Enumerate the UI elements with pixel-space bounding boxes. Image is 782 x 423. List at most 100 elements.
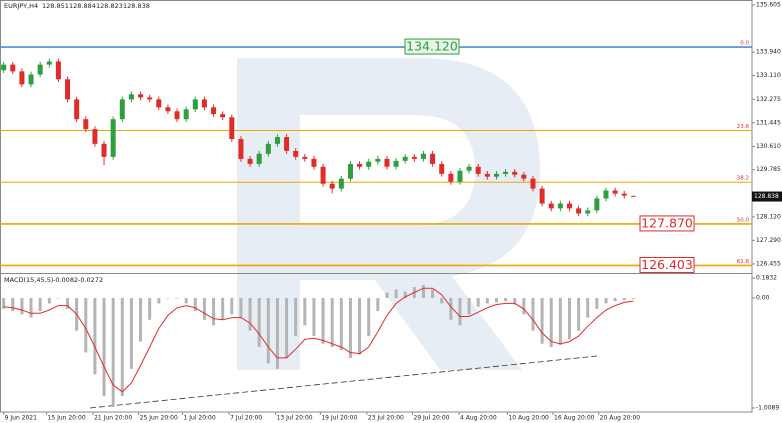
macd-bar <box>494 297 498 303</box>
candle-body <box>594 198 600 211</box>
macd-bar <box>120 297 124 397</box>
candle-body <box>566 203 572 209</box>
macd-bar <box>339 297 343 351</box>
macd-bar <box>604 297 608 304</box>
level-box <box>404 38 460 55</box>
macd-bar <box>139 297 143 342</box>
y-tick-label: 0.1832 <box>756 275 777 282</box>
y-tick-label: 127.290 <box>756 237 781 244</box>
macd-bar <box>166 297 170 299</box>
level-box <box>639 215 695 232</box>
macd-bar <box>376 297 380 312</box>
macd-bar <box>102 297 106 397</box>
y-tick-label: 130.610 <box>756 143 781 150</box>
header-low: 128.823 <box>96 2 123 10</box>
candle-body <box>302 156 308 159</box>
candle-body <box>37 64 43 75</box>
trend-line <box>89 355 598 409</box>
candle-body <box>174 111 180 120</box>
candle-body <box>28 74 34 85</box>
current-price: 128.838 <box>754 193 779 200</box>
macd-bar <box>230 297 234 315</box>
macd-bar <box>202 297 206 320</box>
candle-body <box>448 173 454 182</box>
macd-bar <box>595 297 599 309</box>
candle-body <box>46 61 52 65</box>
candle-body <box>92 129 98 144</box>
signal-line <box>3 287 634 393</box>
candle-body <box>493 173 499 177</box>
candle-body <box>119 99 125 120</box>
candle-body <box>10 64 16 72</box>
macd-bar <box>567 297 571 340</box>
macd-bar <box>394 289 398 298</box>
macd-bar <box>285 297 289 358</box>
candle-body <box>183 109 189 120</box>
macd-bar <box>631 297 635 299</box>
candle-body <box>521 174 527 179</box>
x-tick-label: 13 Jul 20:00 <box>277 415 313 422</box>
macd-bar <box>540 297 544 344</box>
macd-bar <box>558 297 562 345</box>
candle-body <box>192 99 198 110</box>
macd-bar <box>175 297 179 299</box>
candle-body <box>19 71 25 85</box>
candle-body <box>65 79 71 100</box>
candle-body <box>293 150 299 157</box>
candle-body <box>475 166 481 174</box>
candle-body <box>74 99 80 120</box>
candle-body <box>357 163 363 167</box>
x-tick-label: 19 Jul 20:00 <box>321 415 357 422</box>
macd-bar <box>47 297 51 304</box>
y-tick-label: 128.120 <box>756 213 781 220</box>
y-tick-label: 0.00 <box>756 294 770 301</box>
macd-bar <box>257 297 261 348</box>
candle-body <box>503 171 509 174</box>
macd-bar <box>148 297 152 320</box>
macd-bar <box>129 297 133 369</box>
macd-bar <box>66 297 70 309</box>
candle-body <box>311 158 317 167</box>
macd-bar <box>549 297 553 348</box>
y-tick-label: 133.110 <box>756 72 781 79</box>
macd-bar <box>476 297 480 307</box>
candle-body <box>247 158 253 164</box>
macd-bar <box>449 297 453 320</box>
macd-bar <box>212 297 216 326</box>
x-tick-label: 1 Jul 20:00 <box>184 415 216 422</box>
macd-bar <box>586 297 590 318</box>
macd-bar <box>2 297 6 309</box>
candle-body <box>83 119 89 130</box>
macd-bar <box>248 297 252 331</box>
candle-body <box>147 97 153 100</box>
macd-bar <box>431 289 435 298</box>
macd-bar <box>385 292 389 298</box>
macd-bar <box>184 297 188 304</box>
candle-body <box>238 139 244 159</box>
candle-body <box>101 143 107 157</box>
x-tick-label: 23 Jul 20:00 <box>368 415 404 422</box>
candle-body <box>430 153 436 164</box>
candle-body <box>411 156 417 159</box>
level-box <box>639 256 695 273</box>
candle-body <box>384 158 390 167</box>
level-name: 61.8 <box>737 259 750 265</box>
candle-body <box>265 143 271 154</box>
candle-body <box>201 99 207 108</box>
candle-body <box>612 190 618 194</box>
candle-body <box>284 137 290 151</box>
symbol: EURJPY,H4 <box>4 2 38 10</box>
candle-body <box>557 203 563 209</box>
macd-bar <box>11 297 15 312</box>
x-tick-label: 16 Aug 20:00 <box>554 415 595 422</box>
y-tick-label: 135.605 <box>756 2 781 9</box>
candle-body <box>585 210 591 214</box>
candle-body <box>530 178 536 189</box>
candle-body <box>274 137 280 144</box>
macd-bar <box>485 297 489 304</box>
macd-signal-value: -0.0272 <box>78 276 103 284</box>
macd-bar <box>111 297 115 407</box>
macd-bar <box>367 297 371 337</box>
macd-bar <box>522 297 526 315</box>
macd-bar <box>303 297 307 326</box>
